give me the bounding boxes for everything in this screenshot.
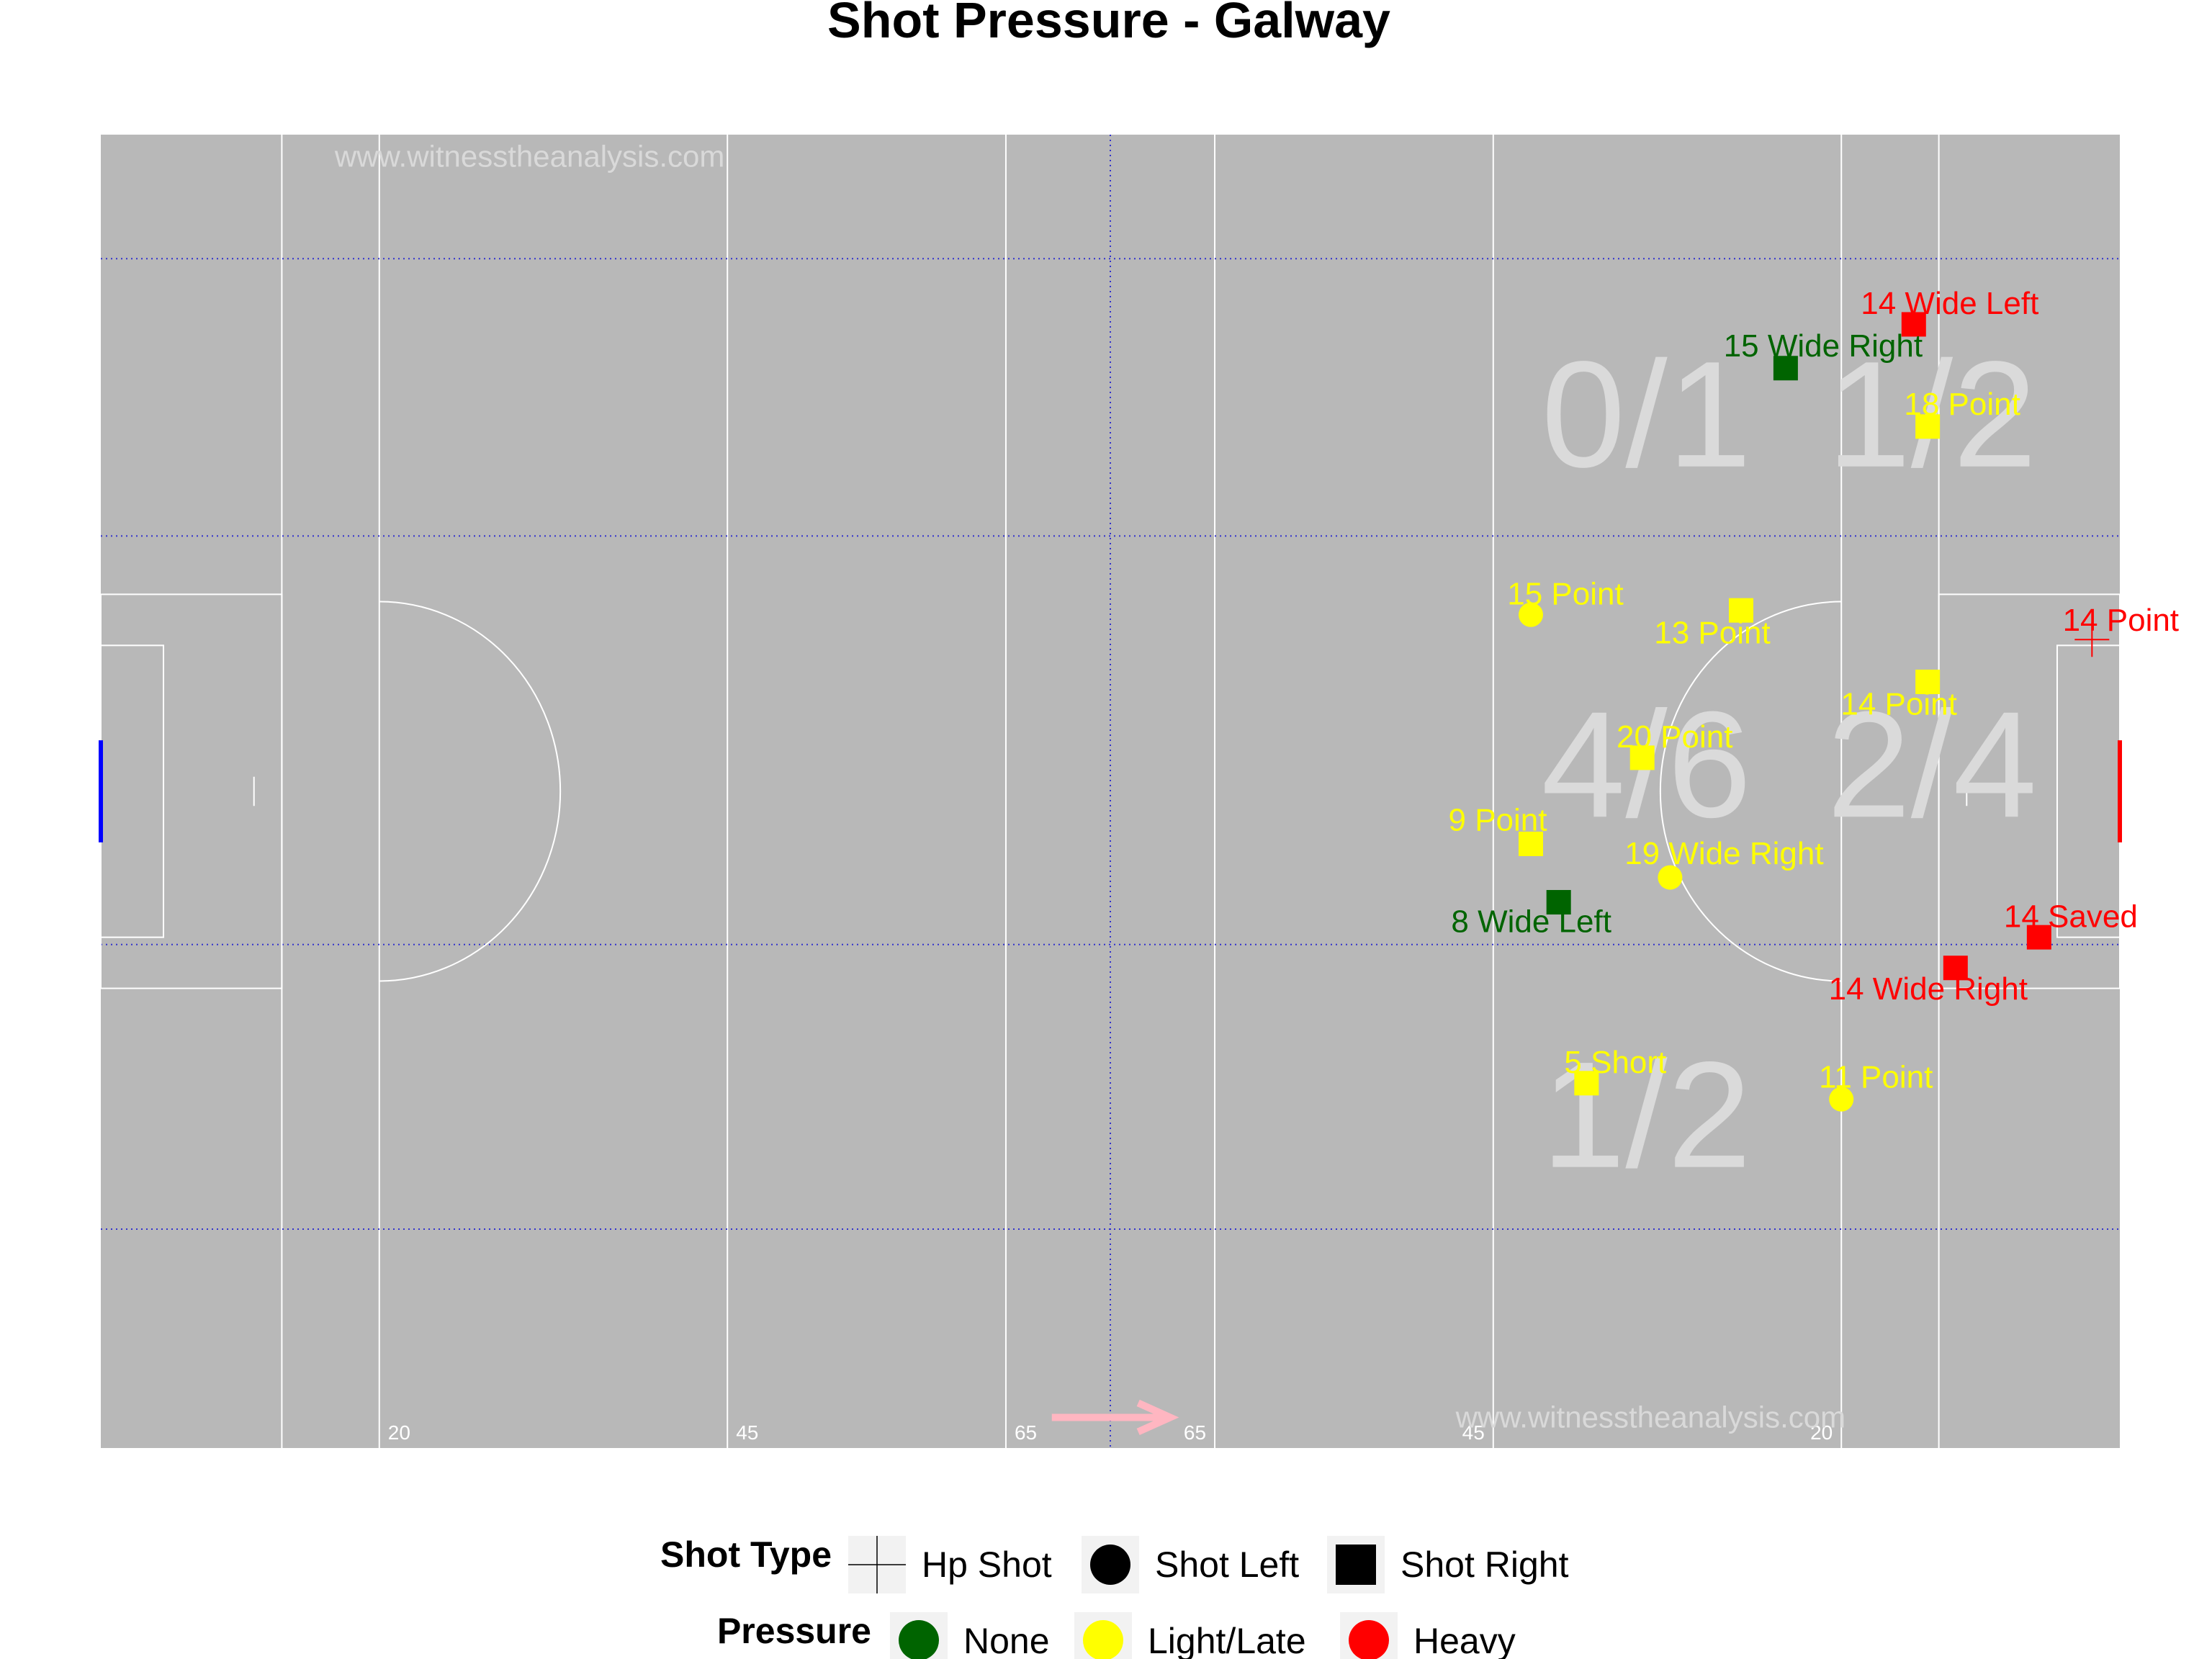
zone-stat-centre-right: 2/4 (1827, 680, 2037, 849)
shot-label: 8 Wide Left (1451, 904, 1611, 940)
shot-label: 13 Point (1654, 615, 1770, 650)
legend-label: Shot Right (1401, 1545, 1569, 1585)
legend-cross-icon (848, 1536, 906, 1593)
shot-label: 18 Point (1904, 387, 2020, 422)
shot-marker-left (1658, 865, 1683, 890)
watermark: www.witnesstheanalysis.com (334, 140, 725, 174)
pitch: 20 45 65 65 45 20www.witnesstheanalysis.comww… (99, 135, 2122, 1448)
watermark: www.witnesstheanalysis.com (1455, 1401, 1846, 1434)
chart-title: Shot Pressure - Galway (827, 0, 1390, 48)
legend-circle-icon (1090, 1545, 1130, 1585)
right-semicircle (1659, 601, 1842, 982)
legend-title-shot-type: Shot Type (660, 1534, 832, 1575)
shot-marker-right (1729, 598, 1754, 623)
shot-marker-left (1519, 602, 1544, 627)
yard-marker: 20 (1810, 1421, 1833, 1444)
shot-label: 14 Wide Right (1829, 971, 2028, 1007)
shot-label: 11 Point (1819, 1059, 1933, 1094)
shot-marker-right (1629, 745, 1655, 770)
shot-label: 19 Wide Right (1624, 836, 1823, 871)
shot-label: 15 Wide Right (1724, 328, 1923, 364)
shot-marker-right (1915, 414, 1941, 439)
legend-square-icon (1336, 1545, 1376, 1585)
zone-stat-bottom: 1/2 (1542, 1030, 1752, 1200)
shot-label: 5 Short (1564, 1045, 1666, 1080)
legend-label: Shot Left (1155, 1545, 1299, 1585)
shot-label: 15 Point (1507, 576, 1623, 611)
legend-label: Hp Shot (922, 1545, 1052, 1585)
shot-label: 14 Point (1840, 687, 1956, 722)
legend-pressure-dot (899, 1620, 939, 1659)
legend-label: Light/Late (1148, 1621, 1306, 1659)
shot-marker-right (1901, 312, 1926, 337)
shot-label: 20 Point (1617, 719, 1732, 755)
legend-pressure-dot (1349, 1620, 1389, 1659)
shot-label: 14 Wide Left (1861, 286, 2038, 321)
shot-label: 14 Point (2063, 603, 2179, 638)
shot-marker-hp (2074, 622, 2110, 657)
yard-marker: 45 (1462, 1421, 1485, 1444)
shot-marker-right (1519, 831, 1544, 856)
legend: Shot Type Hp Shot Shot Left Shot Right Press… (660, 1534, 1569, 1659)
yard-marker: 45 (736, 1421, 758, 1444)
yard-marker: 65 (1015, 1421, 1037, 1444)
zone-stat-top-left: 0/1 (1542, 330, 1752, 499)
legend-label: None (963, 1621, 1050, 1659)
shot-marker-left (1829, 1087, 1854, 1112)
legend-pressure-dot (1083, 1620, 1123, 1659)
shot-label: 9 Point (1449, 803, 1547, 838)
attack-direction-arrowhead (1136, 1399, 1179, 1436)
shot-marker-right (1915, 670, 1941, 694)
shot-marker-right (1546, 890, 1571, 915)
yard-marker: 20 (388, 1421, 410, 1444)
shot-marker-right (1574, 1071, 1599, 1096)
zone-stats: 0/1 1/24/6 2/41/2 (1542, 330, 2037, 1200)
legend-title-pressure: Pressure (717, 1611, 871, 1651)
shot-marker-right (1943, 956, 1968, 981)
zone-stat-top-right: 1/2 (1827, 330, 2037, 499)
shot-marker-right (1773, 356, 1798, 381)
shot-marker-right (2026, 925, 2051, 950)
left-semicircle (379, 601, 562, 982)
yard-marker: 65 (1184, 1421, 1206, 1444)
shot-label: 14 Saved (2004, 899, 2138, 934)
shot-markers: 14 Wide Left 15 Wide Right 18 Point 15 Poin… (1449, 286, 2179, 1112)
legend-label: Heavy (1413, 1621, 1516, 1659)
